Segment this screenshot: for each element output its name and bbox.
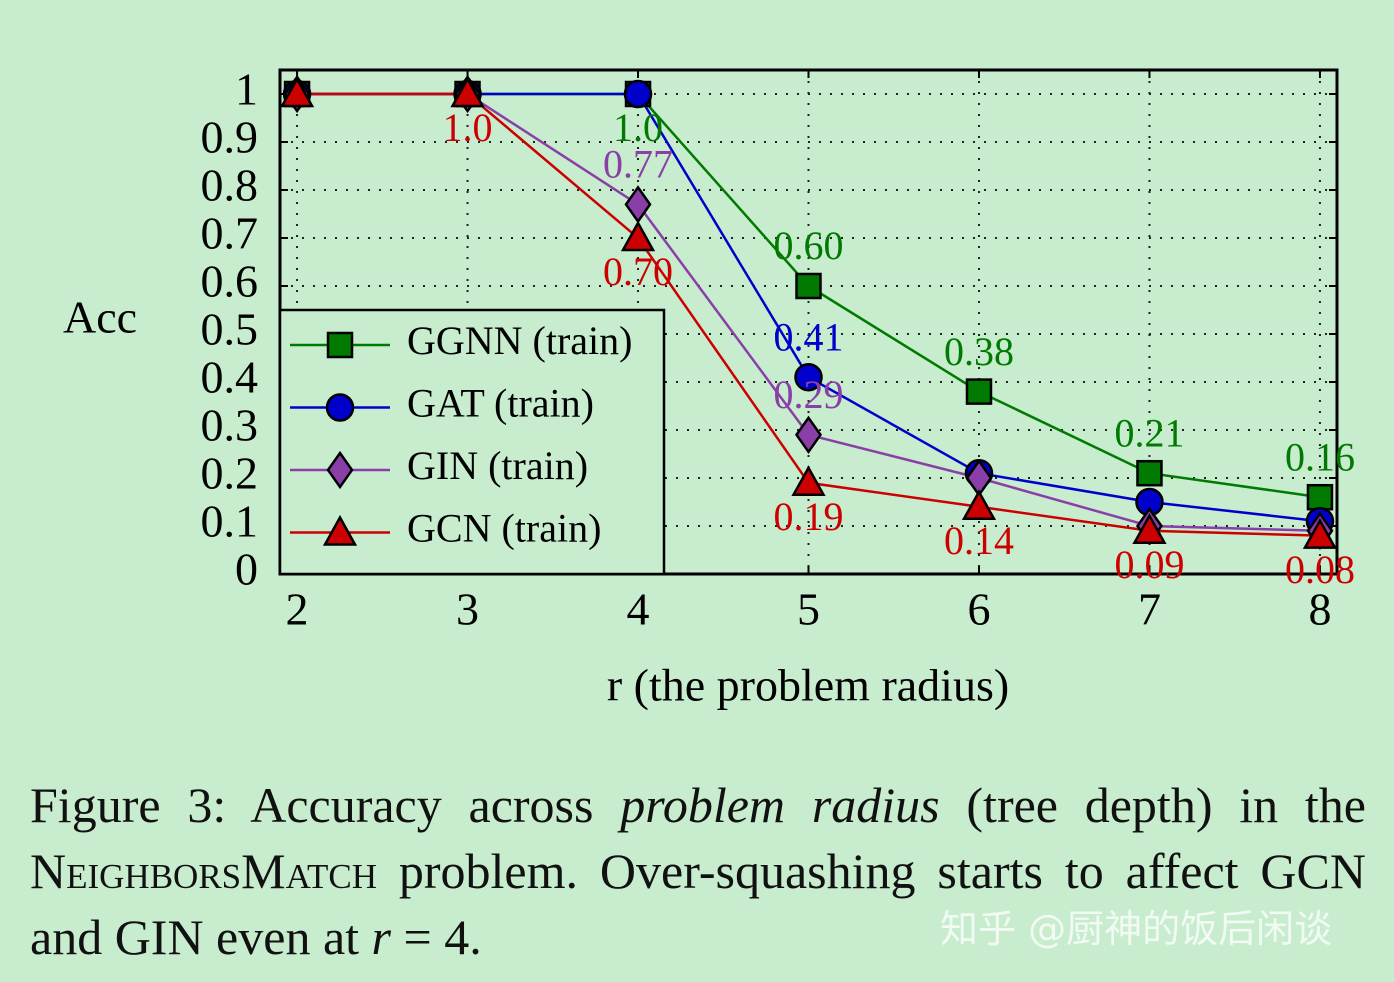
data-label: 0.21 [1114, 410, 1184, 455]
data-point [791, 465, 826, 497]
data-label: 0.19 [774, 494, 844, 539]
y-tick-label: 0 [235, 544, 258, 595]
caption-text: NeighborsMatch [30, 843, 377, 899]
y-tick-label: 0.7 [201, 208, 259, 259]
x-tick-label: 5 [797, 584, 820, 635]
x-tick-label: 4 [627, 584, 650, 635]
x-tick-label: 8 [1308, 584, 1331, 635]
data-label: 0.38 [944, 329, 1014, 374]
y-tick-label: 0.6 [201, 256, 259, 307]
caption: Figure 3: Accuracy across problem radius… [30, 772, 1366, 970]
legend-label: GCN (train) [407, 506, 601, 551]
y-axis-label: Acc [63, 292, 137, 343]
data-point [1136, 459, 1163, 487]
x-tick-label: 6 [967, 584, 990, 635]
x-tick-label: 2 [286, 584, 309, 635]
data-label: 0.29 [774, 372, 844, 417]
data-point [279, 76, 315, 108]
y-tick-label: 0.1 [201, 496, 259, 547]
y-tick-label: 0.5 [201, 304, 259, 355]
data-point [1132, 513, 1167, 545]
data-label: 1.0 [613, 105, 663, 150]
y-tick-label: 0.3 [201, 400, 259, 451]
legend-label: GAT (train) [407, 381, 594, 426]
data-label: 0.60 [774, 223, 844, 268]
x-tick-label: 7 [1138, 584, 1161, 635]
data-label: 0.14 [944, 518, 1014, 563]
caption-text: (tree depth) in the [939, 777, 1366, 833]
data-label: 0.77 [603, 142, 673, 187]
data-label: 0.08 [1285, 547, 1355, 592]
legend-marker [325, 393, 355, 422]
data-label: 0.70 [603, 249, 673, 294]
data-point [795, 272, 822, 300]
legend-marker [326, 331, 354, 359]
y-tick-label: 0.2 [201, 448, 259, 499]
y-tick-label: 0.4 [201, 352, 259, 403]
legend-label: GIN (train) [407, 443, 588, 488]
caption-text: problem. Over-squashing starts to affect… [30, 843, 1366, 965]
data-point [450, 76, 485, 108]
caption-text: Figure 3: Accuracy across [30, 777, 621, 833]
data-point [961, 489, 997, 521]
y-tick-label: 0.8 [201, 160, 259, 211]
data-point [620, 220, 656, 252]
caption-text: = 4. [391, 909, 482, 965]
legend-label: GGNN (train) [407, 318, 633, 363]
legend-marker [322, 514, 358, 546]
data-point [623, 79, 653, 109]
data-point [794, 362, 823, 392]
data-point [1302, 518, 1338, 549]
x-tick-label: 3 [456, 584, 479, 635]
data-point [965, 378, 993, 405]
y-tick-label: 1 [235, 64, 258, 115]
legend-marker [326, 450, 354, 490]
x-axis-label: r (the problem radius) [607, 660, 1009, 711]
data-label: 0.09 [1114, 542, 1184, 587]
data-label: 0.41 [774, 314, 844, 359]
data-label: 0.16 [1285, 434, 1355, 479]
data-point [1306, 483, 1334, 511]
data-label: 1.0 [443, 105, 493, 150]
caption-text: problem radius [620, 777, 940, 833]
data-point [794, 415, 823, 454]
watermark: 知乎 @厨神的饭后闲谈 [940, 907, 1333, 951]
y-tick-label: 0.9 [201, 112, 259, 163]
caption-text: r [371, 909, 391, 965]
chart: Acc r (the problem radius) 00.10.20.30.4… [63, 64, 1355, 711]
